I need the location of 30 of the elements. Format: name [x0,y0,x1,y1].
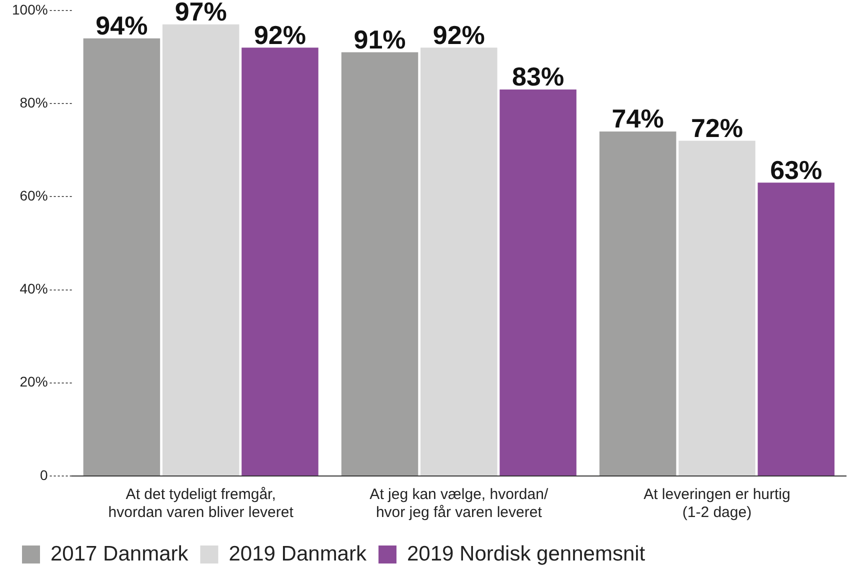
data-label: 91% [354,24,406,54]
bar [599,131,676,476]
bar [420,48,498,476]
y-tick-label: 60% [20,188,48,204]
data-label: 92% [254,20,306,50]
legend-label: 2017 Danmark [50,542,189,566]
bar [678,140,756,476]
x-tick-label: At jeg kan vælge, hvordan/ hvor jeg får varen leveret [370,486,549,522]
bar [758,182,834,476]
legend-label: 2019 Nordisk gennemsnit [406,542,646,566]
y-tick-label: 0 [40,466,48,483]
x-tick-label: At leveringen er hurtig (1-2 dage) [644,486,790,522]
y-tick-label: 80% [20,94,48,110]
data-label: 72% [690,112,743,143]
x-tick-label: At det tydeligt fremgår, hvordan varen bliver leveret [108,486,294,522]
y-tick-label: 20% [20,374,48,390]
bar [83,38,160,476]
data-label: 74% [612,104,664,134]
legend-label: 2019 Danmark [228,542,367,566]
bar [500,90,576,476]
y-tick-label: 100% [12,1,48,18]
bar [341,52,418,476]
data-label: 97% [174,0,227,27]
data-label: 94% [96,10,148,41]
data-label: 83% [512,62,564,92]
bar [162,24,240,476]
data-label: 63% [770,154,822,185]
y-tick-label: 40% [20,280,48,297]
data-label: 92% [432,20,485,50]
bar [242,48,318,476]
